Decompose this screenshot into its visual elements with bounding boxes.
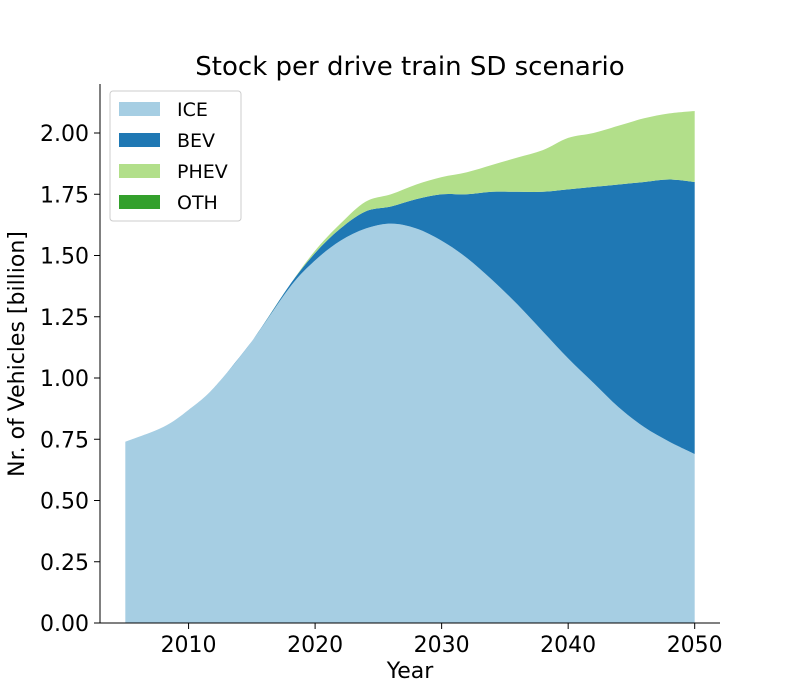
legend-swatch-bev (119, 133, 160, 147)
legend-swatch-ice (119, 102, 160, 116)
legend-label-bev: BEV (177, 130, 215, 152)
x-tick-label: 2010 (161, 633, 217, 658)
legend-label-oth: OTH (177, 192, 218, 214)
legend-label-phev: PHEV (177, 161, 228, 183)
chart-title: Stock per drive train SD scenario (195, 52, 624, 82)
y-tick-label: 1.25 (40, 306, 89, 331)
y-tick-label: 1.00 (40, 367, 89, 392)
legend: ICE BEV PHEV OTH (109, 90, 242, 222)
y-tick-label: 2.00 (40, 122, 89, 147)
y-ticks: 0.00 0.25 0.50 0.75 1.00 1.25 1.50 1.75 2.00 (40, 122, 100, 637)
y-tick-label: 0.50 (40, 490, 89, 515)
legend-frame (109, 90, 242, 222)
area-phev (125, 110, 695, 442)
legend-swatch-oth (119, 195, 160, 209)
y-tick-label: 1.50 (40, 245, 89, 270)
x-tick-label: 2030 (414, 633, 470, 658)
x-tick-label: 2040 (540, 633, 596, 658)
x-axis-label: Year (386, 659, 435, 684)
area-layers (125, 110, 695, 623)
legend-swatch-phev (119, 164, 160, 178)
y-tick-label: 1.75 (40, 183, 89, 208)
x-tick-label: 2050 (667, 633, 723, 658)
y-axis-label: Nr. of Vehicles [billion] (5, 231, 30, 477)
x-ticks: 2010 2020 2030 2040 2050 (161, 623, 723, 658)
y-tick-label: 0.75 (40, 428, 89, 453)
area-bev (125, 179, 695, 454)
y-tick-label: 0.25 (40, 551, 89, 576)
axes (99, 84, 720, 624)
x-tick-label: 2020 (287, 633, 343, 658)
legend-label-ice: ICE (177, 99, 208, 121)
area-ice (125, 223, 695, 623)
y-tick-label: 0.00 (40, 612, 89, 637)
